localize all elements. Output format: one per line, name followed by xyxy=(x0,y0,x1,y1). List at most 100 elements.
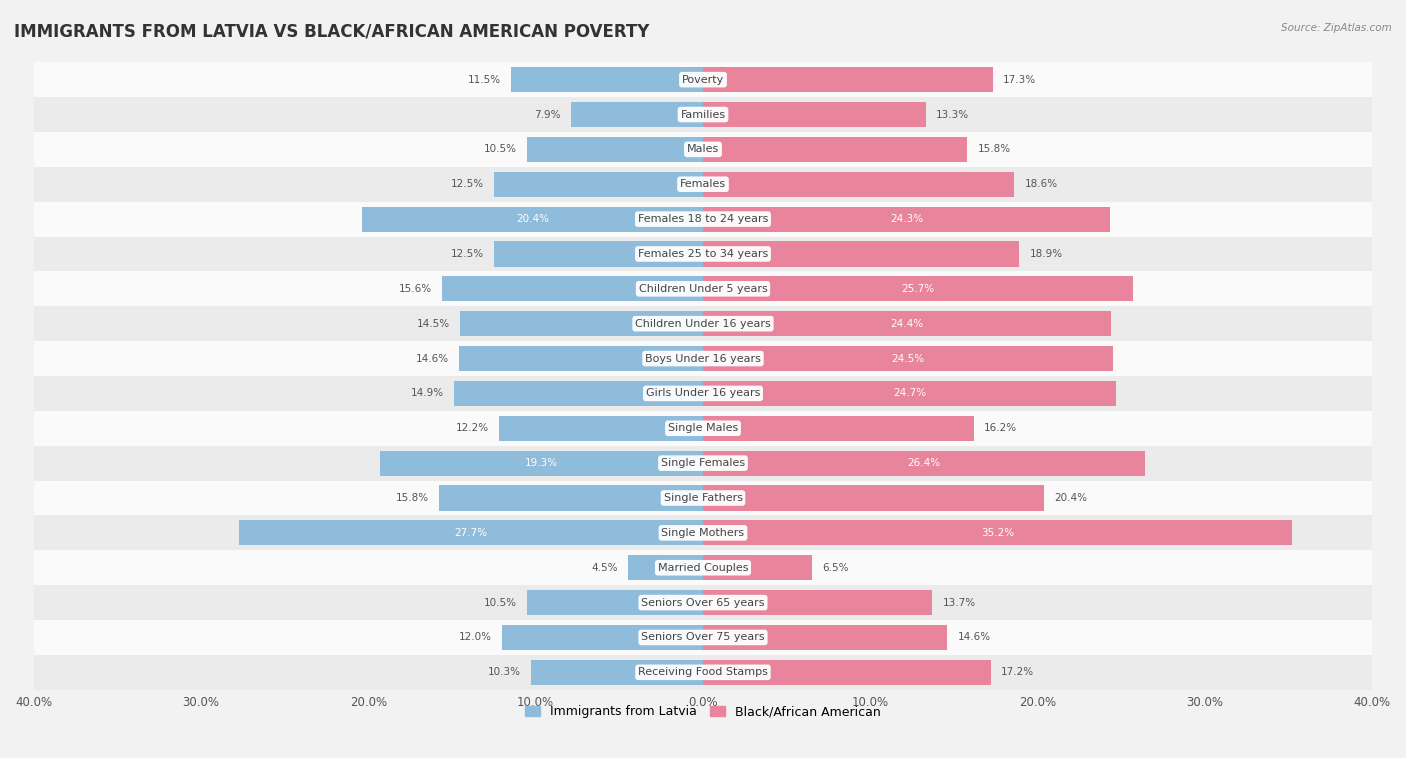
Text: Source: ZipAtlas.com: Source: ZipAtlas.com xyxy=(1281,23,1392,33)
Text: Girls Under 16 years: Girls Under 16 years xyxy=(645,388,761,399)
Text: Single Fathers: Single Fathers xyxy=(664,493,742,503)
Bar xyxy=(34,167,1372,202)
Bar xyxy=(703,346,1114,371)
Text: 18.6%: 18.6% xyxy=(1025,179,1057,190)
Text: 15.8%: 15.8% xyxy=(395,493,429,503)
Text: 14.9%: 14.9% xyxy=(411,388,443,399)
Bar xyxy=(239,520,703,546)
Bar xyxy=(34,306,1372,341)
Bar xyxy=(502,625,703,650)
Text: 12.0%: 12.0% xyxy=(460,632,492,643)
Bar xyxy=(34,481,1372,515)
Text: 17.2%: 17.2% xyxy=(1001,667,1033,678)
Bar xyxy=(34,132,1372,167)
Text: 10.5%: 10.5% xyxy=(484,144,517,155)
Bar xyxy=(494,172,703,197)
Text: 18.9%: 18.9% xyxy=(1029,249,1063,259)
Bar xyxy=(703,381,1116,406)
Bar xyxy=(703,590,932,615)
Text: 24.5%: 24.5% xyxy=(891,353,925,364)
Text: 13.7%: 13.7% xyxy=(942,597,976,608)
Legend: Immigrants from Latvia, Black/African American: Immigrants from Latvia, Black/African Am… xyxy=(520,700,886,723)
Bar xyxy=(34,515,1372,550)
Bar xyxy=(34,62,1372,97)
Bar xyxy=(571,102,703,127)
Bar xyxy=(527,590,703,615)
Bar xyxy=(703,241,1019,267)
Bar xyxy=(458,346,703,371)
Text: Families: Families xyxy=(681,109,725,120)
Text: Males: Males xyxy=(688,144,718,155)
Bar xyxy=(703,450,1144,476)
Text: Married Couples: Married Couples xyxy=(658,562,748,573)
Bar xyxy=(34,341,1372,376)
Text: Receiving Food Stamps: Receiving Food Stamps xyxy=(638,667,768,678)
Bar xyxy=(703,415,974,441)
Bar xyxy=(34,585,1372,620)
Text: 35.2%: 35.2% xyxy=(981,528,1014,538)
Bar xyxy=(361,206,703,232)
Text: 14.5%: 14.5% xyxy=(418,318,450,329)
Bar xyxy=(527,137,703,162)
Text: 24.3%: 24.3% xyxy=(890,214,922,224)
Text: 6.5%: 6.5% xyxy=(823,562,848,573)
Text: Poverty: Poverty xyxy=(682,74,724,85)
Bar xyxy=(703,172,1014,197)
Text: Children Under 5 years: Children Under 5 years xyxy=(638,283,768,294)
Text: 12.2%: 12.2% xyxy=(456,423,489,434)
Text: Females 18 to 24 years: Females 18 to 24 years xyxy=(638,214,768,224)
Text: 16.2%: 16.2% xyxy=(984,423,1018,434)
Text: 15.6%: 15.6% xyxy=(399,283,432,294)
Bar xyxy=(499,415,703,441)
Bar xyxy=(34,271,1372,306)
Text: 12.5%: 12.5% xyxy=(451,179,484,190)
Text: 27.7%: 27.7% xyxy=(454,528,488,538)
Text: 19.3%: 19.3% xyxy=(524,458,558,468)
Bar xyxy=(530,659,703,685)
Text: 12.5%: 12.5% xyxy=(451,249,484,259)
Bar xyxy=(34,411,1372,446)
Bar xyxy=(703,67,993,92)
Text: 4.5%: 4.5% xyxy=(591,562,617,573)
Bar xyxy=(454,381,703,406)
Bar xyxy=(380,450,703,476)
Bar xyxy=(441,276,703,302)
Text: 10.5%: 10.5% xyxy=(484,597,517,608)
Text: 7.9%: 7.9% xyxy=(534,109,561,120)
Text: 25.7%: 25.7% xyxy=(901,283,935,294)
Text: 24.7%: 24.7% xyxy=(893,388,927,399)
Bar xyxy=(703,625,948,650)
Bar xyxy=(703,520,1292,546)
Bar xyxy=(34,236,1372,271)
Text: Females: Females xyxy=(681,179,725,190)
Text: 26.4%: 26.4% xyxy=(907,458,941,468)
Bar xyxy=(460,311,703,337)
Text: 14.6%: 14.6% xyxy=(416,353,449,364)
Text: 10.3%: 10.3% xyxy=(488,667,520,678)
Bar xyxy=(34,97,1372,132)
Bar xyxy=(703,102,925,127)
Bar xyxy=(439,485,703,511)
Text: 13.3%: 13.3% xyxy=(935,109,969,120)
Bar xyxy=(703,311,1111,337)
Bar xyxy=(34,202,1372,236)
Bar xyxy=(703,659,991,685)
Text: 11.5%: 11.5% xyxy=(467,74,501,85)
Text: Females 25 to 34 years: Females 25 to 34 years xyxy=(638,249,768,259)
Text: Single Males: Single Males xyxy=(668,423,738,434)
Text: Seniors Over 65 years: Seniors Over 65 years xyxy=(641,597,765,608)
Bar xyxy=(34,655,1372,690)
Text: 20.4%: 20.4% xyxy=(516,214,548,224)
Text: Children Under 16 years: Children Under 16 years xyxy=(636,318,770,329)
Bar xyxy=(627,555,703,581)
Text: 17.3%: 17.3% xyxy=(1002,74,1036,85)
Text: 15.8%: 15.8% xyxy=(977,144,1011,155)
Bar xyxy=(34,620,1372,655)
Bar xyxy=(703,137,967,162)
Text: 24.4%: 24.4% xyxy=(890,318,924,329)
Text: IMMIGRANTS FROM LATVIA VS BLACK/AFRICAN AMERICAN POVERTY: IMMIGRANTS FROM LATVIA VS BLACK/AFRICAN … xyxy=(14,23,650,41)
Bar xyxy=(703,555,811,581)
Text: Single Females: Single Females xyxy=(661,458,745,468)
Text: Boys Under 16 years: Boys Under 16 years xyxy=(645,353,761,364)
Text: Seniors Over 75 years: Seniors Over 75 years xyxy=(641,632,765,643)
